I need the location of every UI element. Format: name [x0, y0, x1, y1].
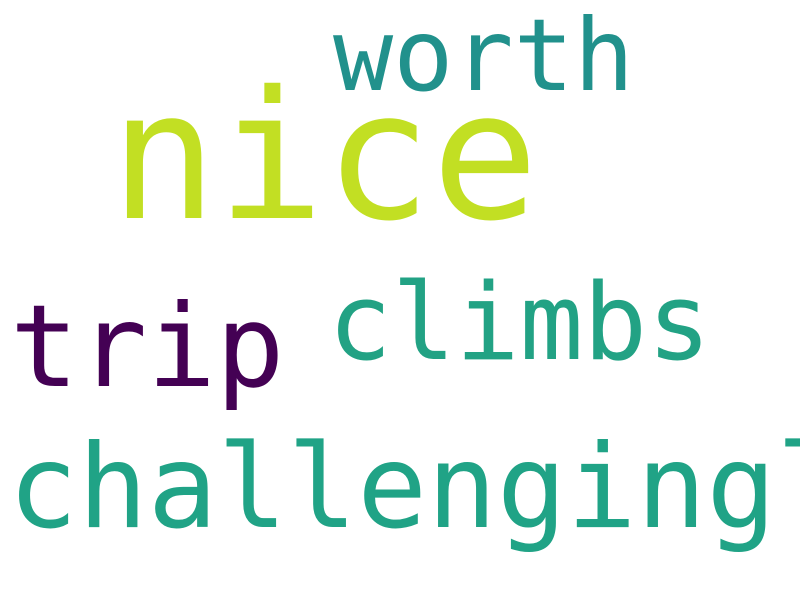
- word-challengingly: challengingly: [8, 420, 800, 555]
- word-nice: nice: [110, 53, 539, 260]
- word-worth: worth: [333, 0, 635, 114]
- word-climbs: climbs: [328, 261, 711, 384]
- word-trip: trip: [10, 280, 285, 413]
